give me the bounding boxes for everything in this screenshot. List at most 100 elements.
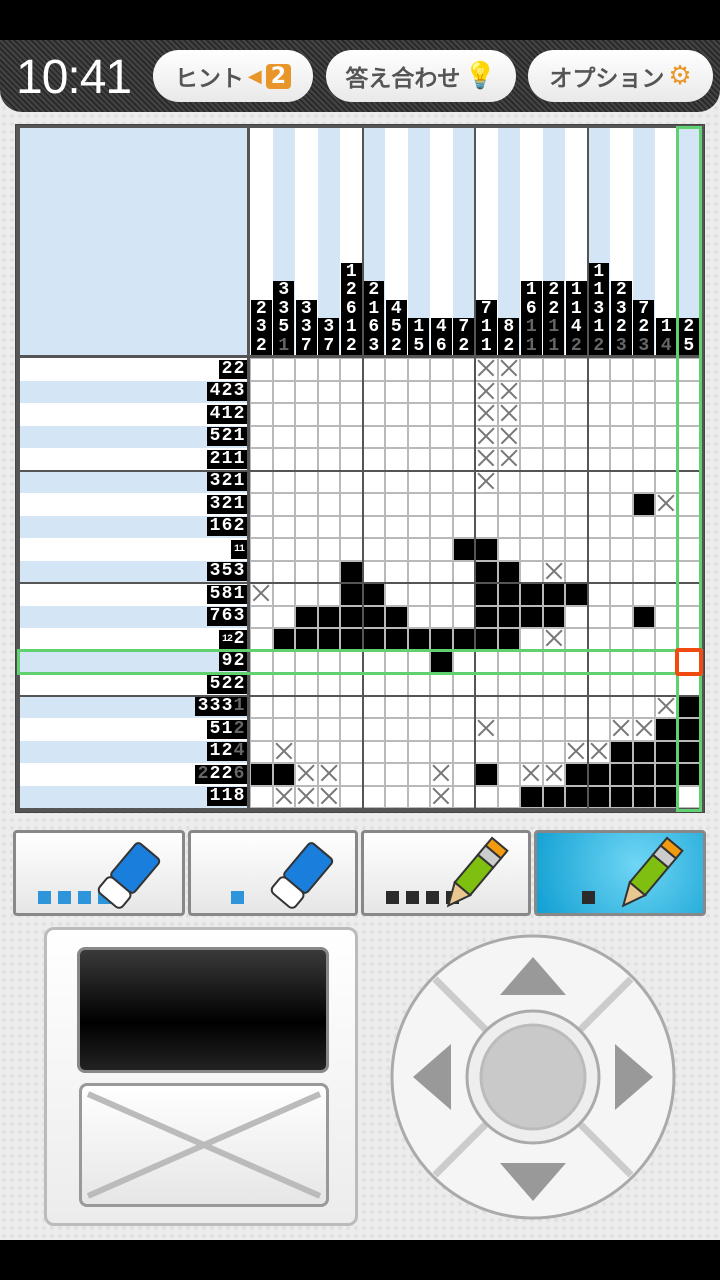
crossed-cell[interactable] bbox=[542, 628, 565, 651]
empty-cell[interactable] bbox=[520, 650, 543, 673]
empty-cell[interactable] bbox=[542, 470, 565, 493]
empty-cell[interactable] bbox=[250, 358, 273, 381]
empty-cell[interactable] bbox=[497, 718, 520, 741]
pencil-small-button[interactable] bbox=[534, 830, 706, 916]
empty-cell[interactable] bbox=[295, 740, 318, 763]
empty-cell[interactable] bbox=[340, 673, 363, 696]
empty-cell[interactable] bbox=[362, 763, 385, 786]
crossed-cell[interactable] bbox=[475, 358, 498, 381]
empty-cell[interactable] bbox=[542, 358, 565, 381]
dpad-up-arrow-icon[interactable] bbox=[500, 957, 566, 995]
empty-cell[interactable] bbox=[610, 628, 633, 651]
empty-cell[interactable] bbox=[295, 538, 318, 561]
filled-cell[interactable] bbox=[475, 560, 498, 583]
empty-cell[interactable] bbox=[587, 628, 610, 651]
empty-cell[interactable] bbox=[475, 740, 498, 763]
filled-cell[interactable] bbox=[520, 583, 543, 606]
empty-cell[interactable] bbox=[587, 358, 610, 381]
empty-cell[interactable] bbox=[565, 628, 588, 651]
empty-cell[interactable] bbox=[385, 538, 408, 561]
empty-cell[interactable] bbox=[452, 763, 475, 786]
empty-cell[interactable] bbox=[610, 560, 633, 583]
empty-cell[interactable] bbox=[587, 560, 610, 583]
empty-cell[interactable] bbox=[407, 403, 430, 426]
empty-cell[interactable] bbox=[610, 583, 633, 606]
filled-cell[interactable] bbox=[407, 628, 430, 651]
empty-cell[interactable] bbox=[430, 718, 453, 741]
empty-cell[interactable] bbox=[317, 493, 340, 516]
empty-cell[interactable] bbox=[430, 515, 453, 538]
empty-cell[interactable] bbox=[497, 515, 520, 538]
dpad-left-arrow-icon[interactable] bbox=[413, 1044, 451, 1110]
empty-cell[interactable] bbox=[362, 673, 385, 696]
crossed-cell[interactable] bbox=[295, 785, 318, 808]
empty-cell[interactable] bbox=[272, 425, 295, 448]
empty-cell[interactable] bbox=[655, 403, 678, 426]
empty-cell[interactable] bbox=[452, 583, 475, 606]
crossed-cell[interactable] bbox=[250, 583, 273, 606]
empty-cell[interactable] bbox=[317, 650, 340, 673]
empty-cell[interactable] bbox=[407, 718, 430, 741]
empty-cell[interactable] bbox=[362, 560, 385, 583]
empty-cell[interactable] bbox=[385, 673, 408, 696]
filled-cell[interactable] bbox=[610, 785, 633, 808]
empty-cell[interactable] bbox=[340, 650, 363, 673]
empty-cell[interactable] bbox=[542, 380, 565, 403]
crossed-cell[interactable] bbox=[632, 718, 655, 741]
empty-cell[interactable] bbox=[407, 448, 430, 471]
empty-cell[interactable] bbox=[587, 695, 610, 718]
filled-cell[interactable] bbox=[475, 583, 498, 606]
empty-cell[interactable] bbox=[587, 650, 610, 673]
empty-cell[interactable] bbox=[677, 673, 700, 696]
empty-cell[interactable] bbox=[542, 695, 565, 718]
crossed-cell[interactable] bbox=[475, 425, 498, 448]
filled-cell[interactable] bbox=[632, 493, 655, 516]
empty-cell[interactable] bbox=[677, 403, 700, 426]
empty-cell[interactable] bbox=[610, 448, 633, 471]
empty-cell[interactable] bbox=[565, 403, 588, 426]
empty-cell[interactable] bbox=[430, 470, 453, 493]
empty-cell[interactable] bbox=[632, 515, 655, 538]
empty-cell[interactable] bbox=[565, 560, 588, 583]
filled-cell[interactable] bbox=[430, 650, 453, 673]
empty-cell[interactable] bbox=[430, 740, 453, 763]
empty-cell[interactable] bbox=[317, 358, 340, 381]
empty-cell[interactable] bbox=[497, 538, 520, 561]
empty-cell[interactable] bbox=[340, 358, 363, 381]
empty-cell[interactable] bbox=[587, 605, 610, 628]
filled-cell[interactable] bbox=[475, 605, 498, 628]
empty-cell[interactable] bbox=[317, 538, 340, 561]
empty-cell[interactable] bbox=[362, 493, 385, 516]
empty-cell[interactable] bbox=[340, 763, 363, 786]
filled-cell[interactable] bbox=[295, 628, 318, 651]
empty-cell[interactable] bbox=[610, 358, 633, 381]
dpad-center-button[interactable] bbox=[479, 1023, 587, 1131]
empty-cell[interactable] bbox=[317, 673, 340, 696]
empty-cell[interactable] bbox=[340, 380, 363, 403]
empty-cell[interactable] bbox=[452, 425, 475, 448]
empty-cell[interactable] bbox=[272, 605, 295, 628]
filled-cell[interactable] bbox=[655, 740, 678, 763]
empty-cell[interactable] bbox=[565, 470, 588, 493]
empty-cell[interactable] bbox=[250, 673, 273, 696]
crossed-cell[interactable] bbox=[272, 740, 295, 763]
filled-cell[interactable] bbox=[362, 605, 385, 628]
empty-cell[interactable] bbox=[520, 448, 543, 471]
empty-cell[interactable] bbox=[655, 673, 678, 696]
crossed-cell[interactable] bbox=[497, 358, 520, 381]
empty-cell[interactable] bbox=[430, 695, 453, 718]
filled-cell[interactable] bbox=[565, 785, 588, 808]
empty-cell[interactable] bbox=[565, 673, 588, 696]
empty-cell[interactable] bbox=[362, 470, 385, 493]
empty-cell[interactable] bbox=[407, 493, 430, 516]
empty-cell[interactable] bbox=[677, 470, 700, 493]
empty-cell[interactable] bbox=[520, 628, 543, 651]
empty-cell[interactable] bbox=[430, 425, 453, 448]
empty-cell[interactable] bbox=[475, 785, 498, 808]
empty-cell[interactable] bbox=[520, 380, 543, 403]
empty-cell[interactable] bbox=[655, 560, 678, 583]
empty-cell[interactable] bbox=[317, 583, 340, 606]
empty-cell[interactable] bbox=[610, 515, 633, 538]
filled-cell[interactable] bbox=[610, 763, 633, 786]
